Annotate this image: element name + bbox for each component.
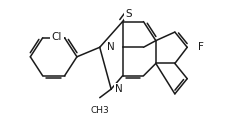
Text: N: N bbox=[114, 84, 122, 94]
Text: N: N bbox=[107, 42, 114, 52]
Text: Cl: Cl bbox=[52, 32, 62, 42]
Text: CH3: CH3 bbox=[90, 106, 109, 116]
Text: S: S bbox=[124, 9, 131, 19]
Text: F: F bbox=[197, 42, 202, 52]
